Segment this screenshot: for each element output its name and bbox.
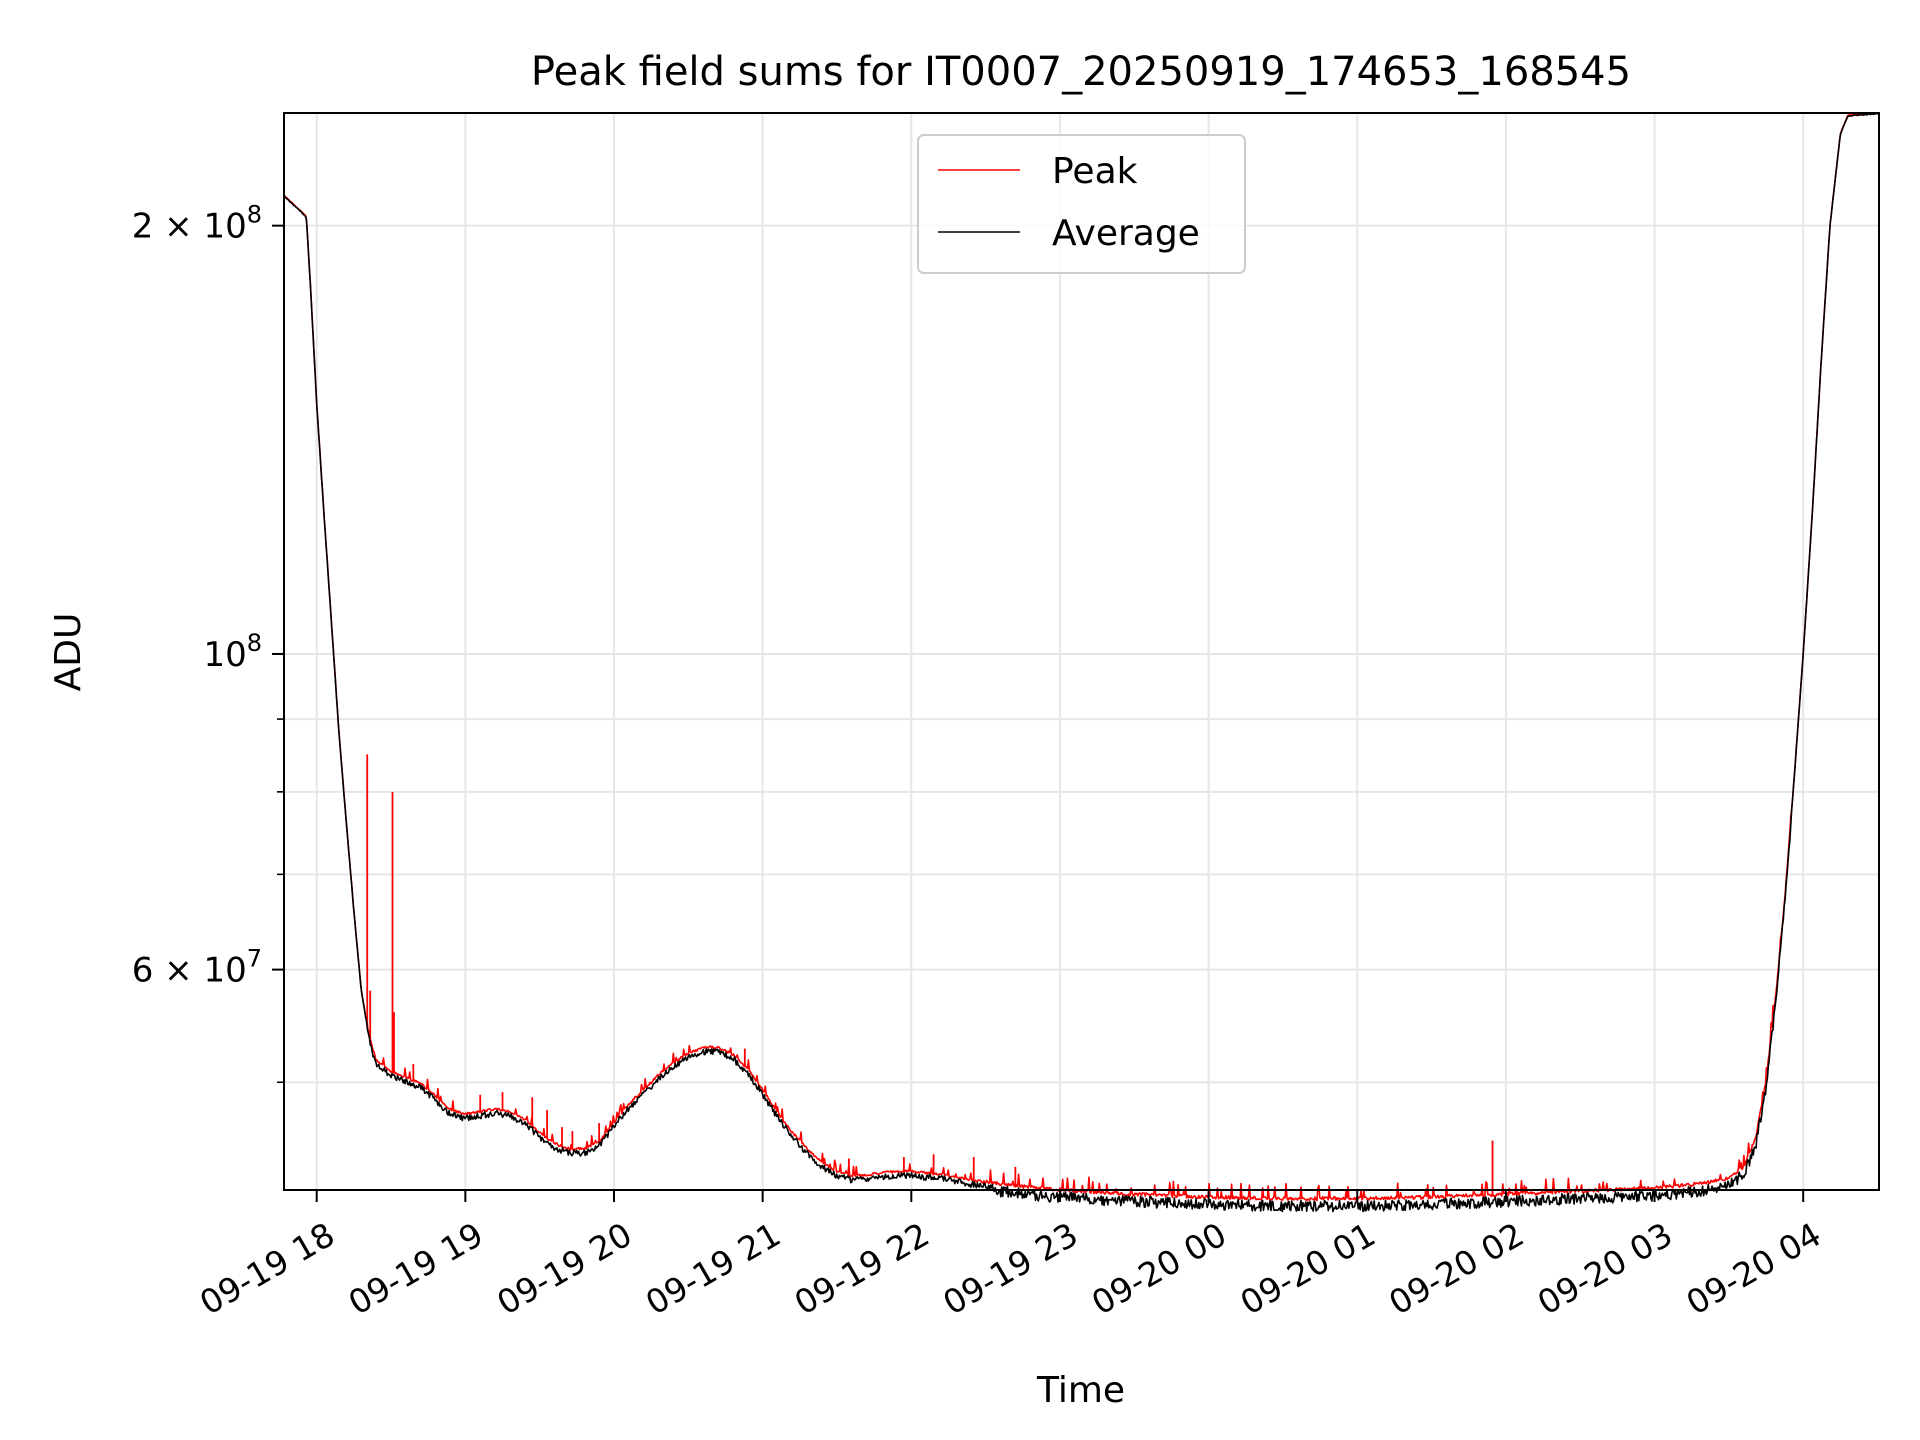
- axes-frame: [283, 112, 1880, 1191]
- x-axis-label: Time: [1036, 1370, 1125, 1411]
- y-tick-label: 2 × 108: [132, 201, 262, 247]
- y-tick-label: 6 × 107: [132, 945, 262, 991]
- average-series-line: [283, 112, 1880, 1213]
- legend: Peak Average: [917, 134, 1246, 274]
- legend-label-average: Average: [1052, 213, 1200, 254]
- chart-title: Peak field sums for IT0007_20250919_1746…: [531, 49, 1631, 95]
- legend-label-peak: Peak: [1052, 151, 1138, 192]
- y-axis-label: ADU: [48, 613, 89, 692]
- y-tick-label: 108: [203, 629, 262, 675]
